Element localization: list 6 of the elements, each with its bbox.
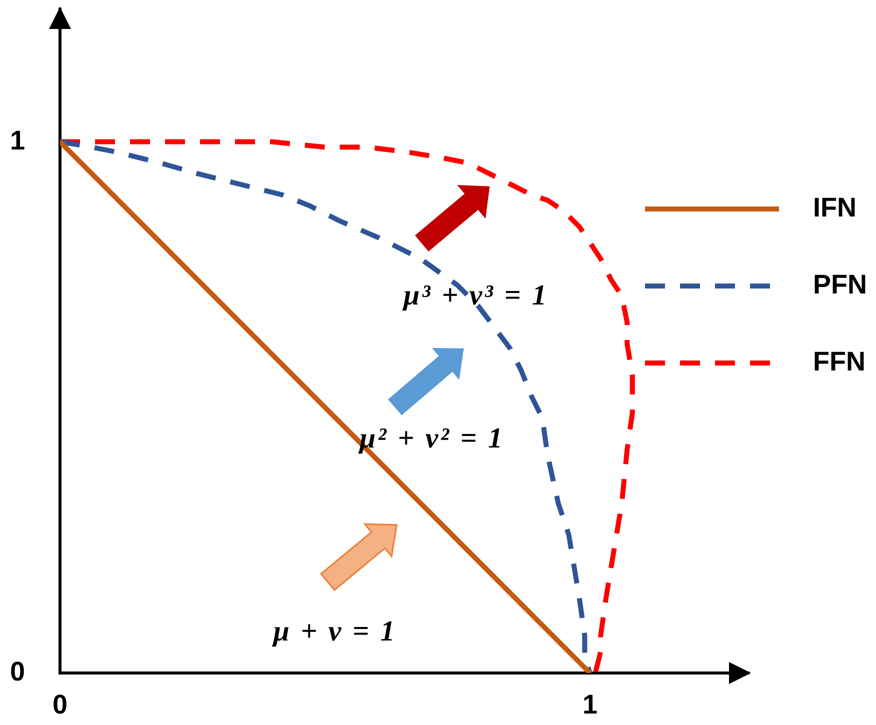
annotation: μ² + ν² = 1: [358, 422, 504, 454]
legend-label: IFN: [813, 192, 856, 222]
legend-label: FFN: [813, 346, 866, 376]
legend-label: PFN: [813, 269, 867, 300]
annotation: μ³ + ν³ = 1: [402, 279, 548, 312]
annotation: μ + ν = 1: [271, 615, 397, 648]
